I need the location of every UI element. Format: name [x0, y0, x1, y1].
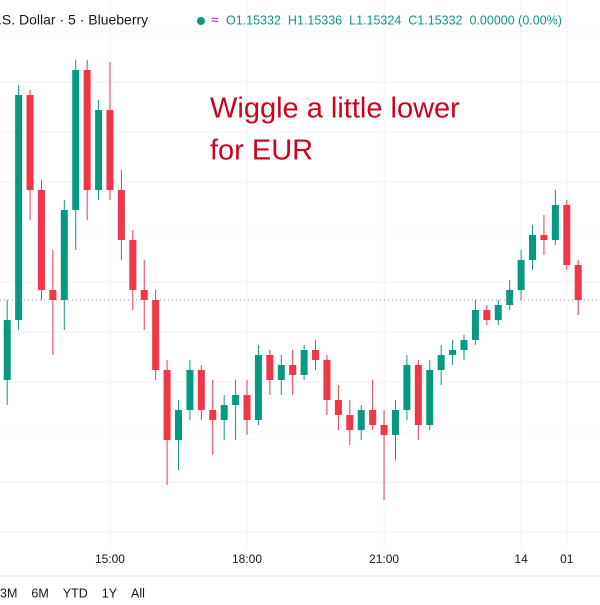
candle-body [106, 110, 114, 190]
candle-body [289, 365, 297, 375]
candle-body [186, 370, 194, 410]
candle-body [551, 205, 559, 240]
candle-body [403, 365, 411, 410]
ohlc-value: O1.15332 [226, 13, 281, 27]
range-buttons: 3M 6M YTD 1Y All [0, 586, 145, 600]
annotation: for EUR [210, 135, 313, 167]
candle-body [449, 350, 457, 355]
x-tick-label: 01 [560, 552, 574, 566]
candle-body [220, 405, 228, 420]
candle-body [506, 290, 514, 305]
range-button[interactable]: YTD [63, 586, 88, 600]
candle-body [334, 400, 342, 415]
candle-body [563, 205, 571, 265]
candle-body [117, 190, 125, 240]
candle-body [391, 410, 399, 435]
x-tick-label: 14 [514, 552, 528, 566]
annotation: Wiggle a little lower [210, 93, 460, 125]
ohlc-legend: O1.15332 H1.15336 L1.15324 C1.15332 0.00000 … [226, 13, 562, 27]
candle-body [529, 235, 537, 260]
candle-body [72, 70, 80, 210]
candle-body [197, 370, 205, 410]
status-dot [197, 17, 205, 25]
candle-body [380, 425, 388, 435]
candle-body [540, 235, 548, 240]
range-button[interactable]: 1Y [102, 586, 118, 600]
status-icon: ≈ [211, 12, 219, 28]
candle-body [163, 370, 171, 440]
candle-body [483, 310, 491, 320]
x-tick-label: 15:00 [95, 552, 125, 566]
candle-body [129, 240, 137, 290]
candle-body [243, 395, 251, 420]
candle-body [277, 365, 285, 380]
ohlc-value: L1.15324 [349, 13, 401, 27]
candle-body [95, 110, 103, 190]
candle-body [426, 370, 434, 425]
candle-body [3, 320, 11, 380]
candle-body [494, 305, 502, 320]
x-tick-label: 18:00 [232, 552, 262, 566]
candle-body [60, 210, 68, 300]
candle-body [414, 365, 422, 425]
candle-body [209, 410, 217, 420]
ohlc-value: C1.15332 [408, 13, 462, 27]
candle-body [312, 350, 320, 360]
candle-body [323, 360, 331, 400]
candle-body [437, 355, 445, 370]
candle-body [49, 290, 57, 300]
candle-body [152, 300, 160, 370]
candle-body [232, 395, 240, 405]
x-tick-label: 21:00 [369, 552, 399, 566]
candle-body [346, 415, 354, 430]
candles [0, 60, 600, 500]
candle-body [140, 290, 148, 300]
candle-body [266, 355, 274, 380]
candle-body [83, 70, 91, 190]
candle-body [517, 260, 525, 290]
candle-body [26, 95, 34, 190]
candle-body [460, 340, 468, 350]
candle-body [254, 355, 262, 420]
range-button[interactable]: 3M [0, 586, 17, 600]
ohlc-value: 0.00000 (0.00%) [470, 13, 562, 27]
candle-body [15, 95, 23, 320]
range-button[interactable]: All [131, 586, 145, 600]
candle-body [37, 190, 45, 290]
candle-body [574, 265, 582, 300]
candle-body [471, 310, 479, 340]
candle-body [300, 350, 308, 375]
symbol-title: .S. Dollar · 5 · Blueberry [0, 12, 148, 28]
candle-body [357, 410, 365, 430]
candle-body [369, 410, 377, 425]
range-button[interactable]: 6M [31, 586, 48, 600]
candle-body [175, 410, 182, 440]
ohlc-value: H1.15336 [288, 13, 342, 27]
